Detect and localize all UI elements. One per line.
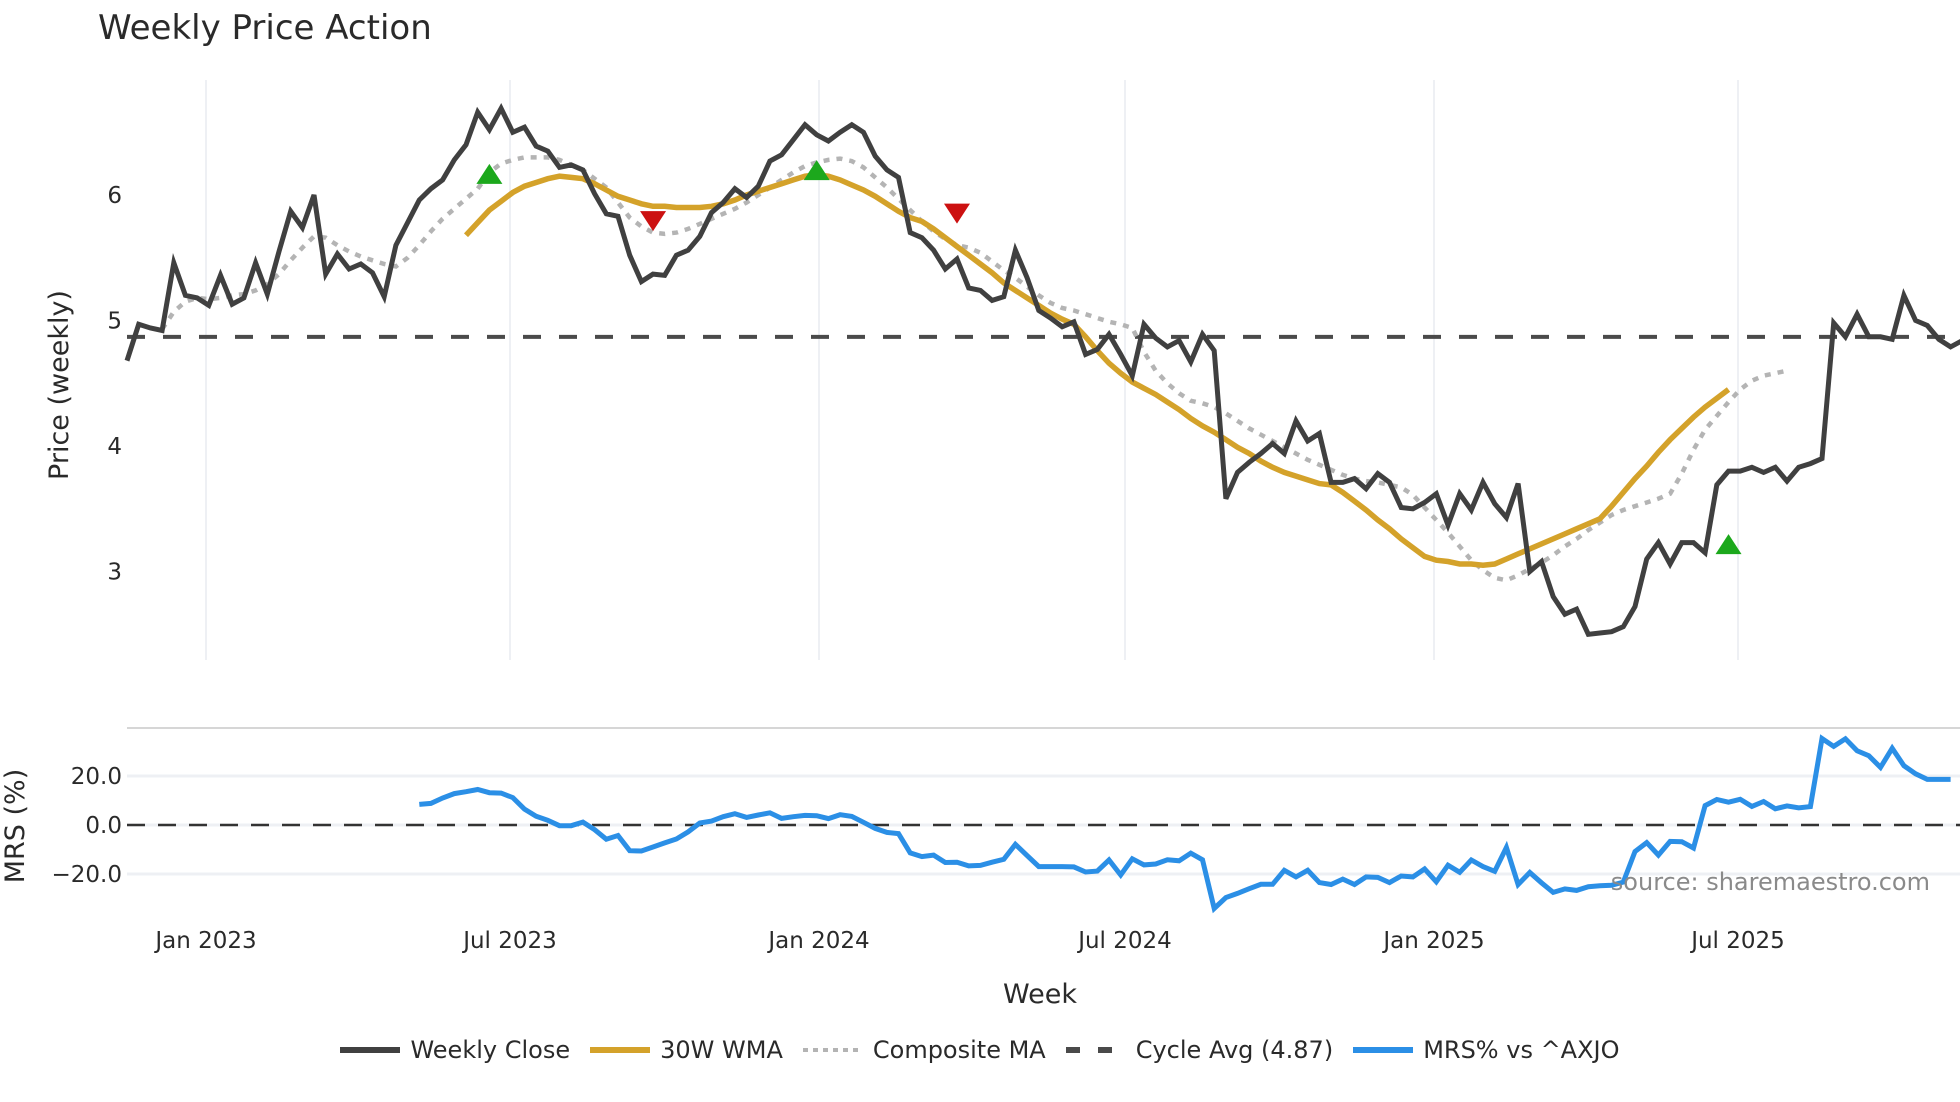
y-axis-title-mrs: MRS (%) bbox=[0, 769, 31, 884]
source-note: source: sharemaestro.com bbox=[1611, 868, 1930, 896]
wma-swatch-icon bbox=[590, 1047, 651, 1053]
x-tick-label: Jul 2023 bbox=[461, 928, 557, 954]
buy-signal-triangle-icon bbox=[476, 163, 503, 184]
x-tick-label: Jul 2024 bbox=[1076, 928, 1172, 954]
legend-item[interactable]: Cycle Avg (4.87) bbox=[1065, 1036, 1334, 1064]
mrs-y-tick-label: 0.0 bbox=[85, 813, 122, 839]
legend-label: Composite MA bbox=[872, 1036, 1046, 1064]
sell-signal-triangle-icon bbox=[640, 211, 667, 232]
chart-title: Weekly Price Action bbox=[98, 8, 432, 48]
sell-signal-triangle-icon bbox=[943, 203, 970, 224]
mrs-swatch-icon bbox=[1353, 1047, 1414, 1053]
y-tick-label: 4 bbox=[107, 434, 122, 460]
legend-label: Cycle Avg (4.87) bbox=[1135, 1036, 1334, 1064]
close-swatch-icon bbox=[340, 1047, 401, 1053]
buy-signal-triangle-icon bbox=[803, 160, 830, 181]
x-tick-label: Jan 2023 bbox=[153, 928, 256, 954]
composite-swatch-icon bbox=[802, 1048, 863, 1052]
gridlines bbox=[127, 80, 1960, 876]
x-tick-label: Jan 2024 bbox=[766, 928, 869, 954]
legend-item[interactable]: Weekly Close bbox=[340, 1036, 570, 1064]
legend-item[interactable]: MRS% vs ^AXJO bbox=[1353, 1036, 1620, 1064]
legend-item[interactable]: Composite MA bbox=[802, 1036, 1046, 1064]
x-tick-label: Jan 2025 bbox=[1381, 928, 1484, 954]
buy-signal-triangle-icon bbox=[1715, 534, 1742, 555]
mrs-y-tick-label: 20.0 bbox=[71, 764, 122, 790]
y-tick-label: 5 bbox=[107, 309, 122, 335]
signal-markers bbox=[476, 160, 1742, 555]
composite-ma-line bbox=[160, 155, 1788, 583]
x-tick-label: Jul 2025 bbox=[1689, 928, 1785, 954]
legend: Weekly Close 30W WMA Composite MA Cycle Avg… bbox=[0, 1036, 1960, 1064]
x-axis-title: Week bbox=[1003, 979, 1077, 1010]
mrs-y-tick-label: −20.0 bbox=[52, 862, 122, 888]
y-tick-label: 6 bbox=[107, 183, 122, 209]
legend-item[interactable]: 30W WMA bbox=[590, 1036, 783, 1064]
y-tick-label: 3 bbox=[107, 560, 122, 586]
axes: Jan 2023 Jul 2023 Jan 2024 Jul 2024 Jan 2025… bbox=[52, 183, 1785, 954]
legend-label: 30W WMA bbox=[660, 1036, 783, 1064]
legend-label: MRS% vs ^AXJO bbox=[1423, 1036, 1620, 1064]
legend-label: Weekly Close bbox=[410, 1036, 571, 1064]
cycle-swatch-icon bbox=[1065, 1047, 1126, 1053]
wma-30w-line bbox=[463, 172, 1731, 568]
mrs-line bbox=[419, 734, 1951, 914]
series bbox=[124, 102, 1960, 914]
weekly-close-line bbox=[124, 102, 1960, 637]
y-axis-title-price: Price (weekly) bbox=[44, 290, 75, 480]
